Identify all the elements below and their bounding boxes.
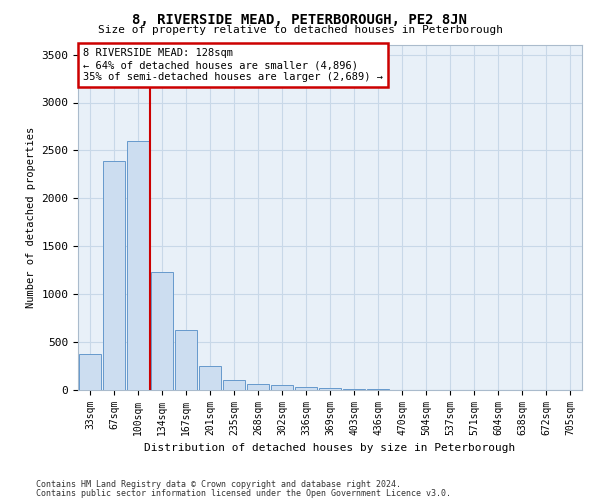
Bar	[319, 388, 341, 390]
Text: 8 RIVERSIDE MEAD: 128sqm
← 64% of detached houses are smaller (4,896)
35% of sem: 8 RIVERSIDE MEAD: 128sqm ← 64% of detach…	[83, 48, 383, 82]
Bar	[151, 272, 173, 390]
Text: Size of property relative to detached houses in Peterborough: Size of property relative to detached ho…	[97, 25, 503, 35]
Bar	[247, 384, 269, 390]
Bar	[199, 366, 221, 390]
Bar	[223, 380, 245, 390]
X-axis label: Distribution of detached houses by size in Peterborough: Distribution of detached houses by size …	[145, 444, 515, 454]
Bar	[367, 389, 389, 390]
Y-axis label: Number of detached properties: Number of detached properties	[26, 127, 36, 308]
Text: 8, RIVERSIDE MEAD, PETERBOROUGH, PE2 8JN: 8, RIVERSIDE MEAD, PETERBOROUGH, PE2 8JN	[133, 12, 467, 26]
Bar	[271, 385, 293, 390]
Bar	[127, 141, 149, 390]
Bar	[175, 330, 197, 390]
Text: Contains public sector information licensed under the Open Government Licence v3: Contains public sector information licen…	[36, 489, 451, 498]
Bar	[343, 389, 365, 390]
Bar	[79, 354, 101, 390]
Bar	[103, 161, 125, 390]
Bar	[295, 387, 317, 390]
Text: Contains HM Land Registry data © Crown copyright and database right 2024.: Contains HM Land Registry data © Crown c…	[36, 480, 401, 489]
